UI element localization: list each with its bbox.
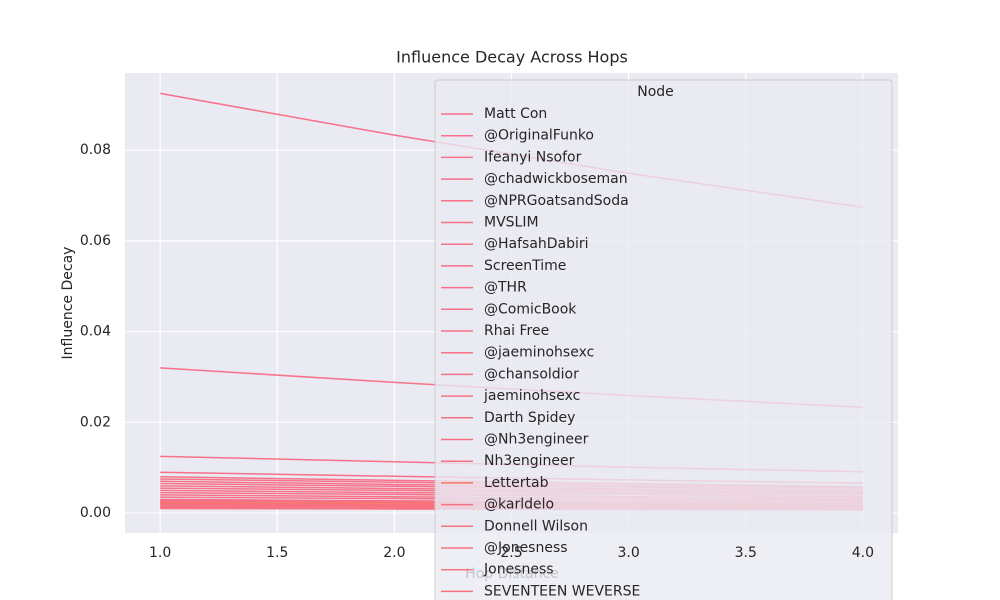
- legend-label: @jaeminohsexc: [484, 345, 594, 361]
- legend-label: Matt Con: [484, 106, 547, 122]
- legend-label: @HafsahDabiri: [484, 236, 589, 252]
- x-tick-label: 2.5: [500, 545, 522, 561]
- legend-label: @OriginalFunko: [484, 128, 594, 144]
- legend-label: Ifeanyi Nsofor: [484, 149, 582, 165]
- legend-label: Lettertab: [484, 475, 549, 491]
- legend-label: @ComicBook: [484, 301, 577, 317]
- legend-label: SEVENTEEN WEVERSE: [484, 583, 640, 599]
- legend-label: @chadwickboseman: [484, 171, 628, 187]
- legend-label: @NPRGoatsandSoda: [484, 193, 629, 209]
- y-tick-label: 0.06: [80, 233, 111, 249]
- legend-label: Darth Spidey: [484, 410, 575, 426]
- chart-title: Influence Decay Across Hops: [396, 48, 628, 67]
- legend-label: ScreenTime: [484, 258, 566, 274]
- legend-label: @Jonesness: [484, 540, 568, 556]
- x-tick-label: 2.0: [383, 545, 405, 561]
- y-tick-label: 0.02: [80, 414, 111, 430]
- legend-label: jaeminohsexc: [483, 388, 580, 404]
- legend-label: MVSLIM: [484, 215, 539, 231]
- legend-box: [434, 79, 893, 600]
- legend-label: Donnell Wilson: [484, 518, 588, 534]
- legend-label: @karldelo: [484, 497, 554, 513]
- legend-label: Nh3engineer: [484, 453, 575, 469]
- y-axis-label: Influence Decay: [60, 247, 76, 360]
- legend-label: @Nh3engineer: [484, 432, 589, 448]
- legend-label: @chansoldior: [484, 366, 579, 382]
- x-tick-label: 3.5: [735, 545, 757, 561]
- y-tick-label: 0.04: [80, 324, 111, 340]
- legend-label: Jonesness: [483, 562, 554, 578]
- y-tick-label: 0.08: [80, 142, 111, 158]
- legend-title: Node: [637, 84, 674, 100]
- y-tick-label: 0.00: [80, 505, 111, 521]
- x-tick-label: 1.0: [149, 545, 171, 561]
- x-tick-label: 4.0: [852, 545, 874, 561]
- x-tick-label: 3.0: [617, 545, 639, 561]
- legend-label: Rhai Free: [484, 323, 549, 339]
- x-tick-label: 1.5: [266, 545, 288, 561]
- legend-label: @THR: [484, 280, 527, 296]
